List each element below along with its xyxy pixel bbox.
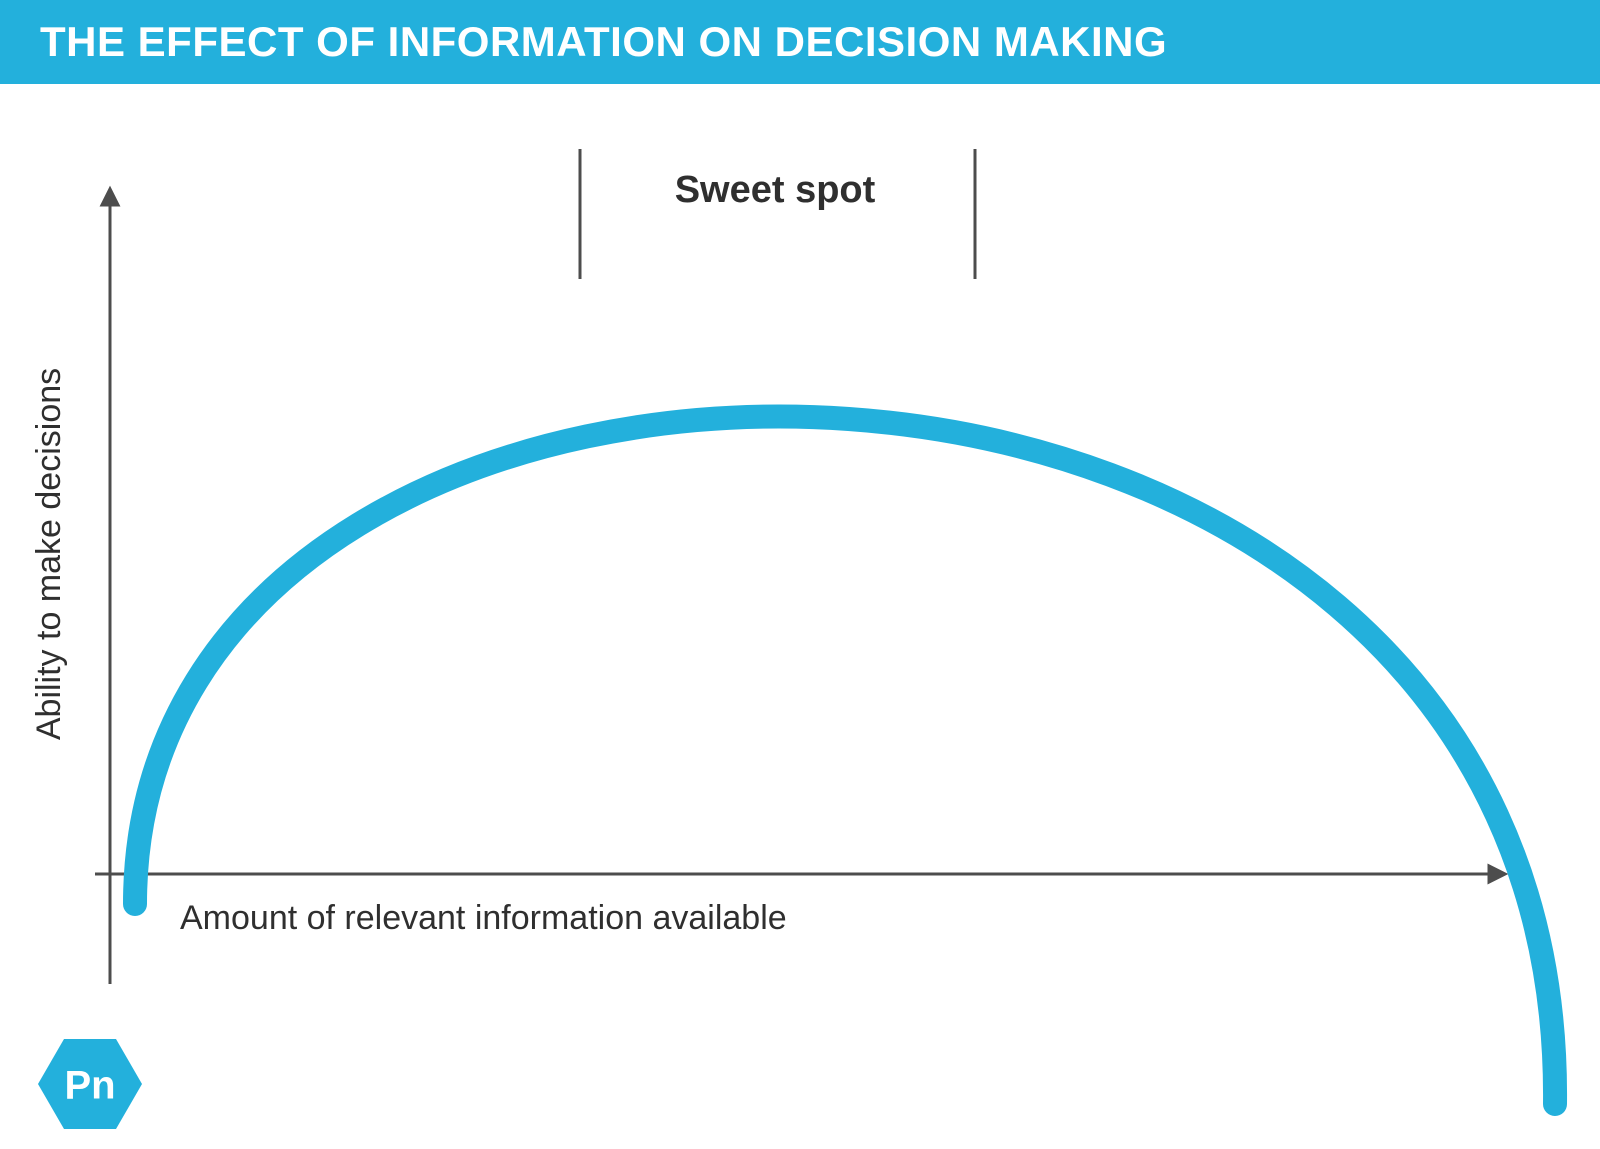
y-axis-label: Ability to make decisions xyxy=(30,368,68,740)
page-title-banner: THE EFFECT OF INFORMATION ON DECISION MA… xyxy=(0,0,1600,84)
pn-logo-text: Pn xyxy=(64,1064,115,1108)
page-title: THE EFFECT OF INFORMATION ON DECISION MA… xyxy=(40,18,1167,65)
pn-logo: Pn xyxy=(38,1039,142,1129)
chart-container: Sweet spot Ability to make decisions Amo… xyxy=(0,84,1600,1144)
x-axis-label: Amount of relevant information available xyxy=(180,899,787,937)
decision-curve xyxy=(135,417,1555,1104)
sweet-spot-label: Sweet spot xyxy=(675,169,876,211)
decision-curve-chart: Sweet spot Ability to make decisions Amo… xyxy=(0,84,1600,1144)
